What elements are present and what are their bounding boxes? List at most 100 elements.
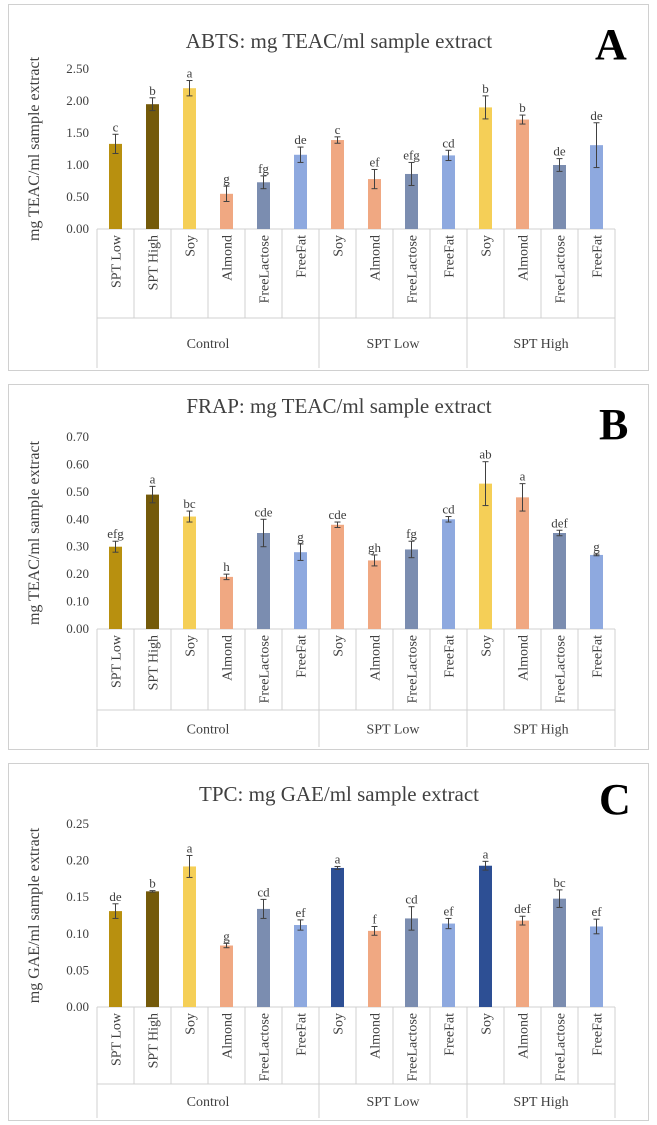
bar (294, 925, 307, 1007)
bar (553, 898, 566, 1007)
panel-label-a: A (595, 20, 627, 69)
y-tick-label: 1.50 (66, 125, 89, 140)
bar (368, 560, 381, 629)
category-label: Soy (184, 235, 199, 257)
bar (405, 918, 418, 1007)
category-label: Soy (332, 635, 347, 657)
significance-letter: bc (183, 496, 196, 511)
chart-title: ABTS: mg TEAC/ml sample extract (186, 29, 493, 53)
significance-letter: g (297, 529, 304, 544)
bar (183, 88, 196, 229)
y-tick-label: 0.00 (66, 999, 89, 1014)
y-tick-label: 0.10 (66, 594, 89, 609)
category-label: Almond (517, 635, 532, 681)
category-label: FreeFat (443, 635, 458, 678)
bar (220, 945, 233, 1007)
y-tick-label: 2.50 (66, 61, 89, 76)
significance-letter: h (223, 559, 230, 574)
bar (220, 193, 233, 229)
category-label: Almond (221, 635, 236, 681)
chart-panel-abts: ABTS: mg TEAC/ml sample extract mg TEAC/m… (8, 4, 649, 371)
significance-letter: ef (443, 903, 454, 918)
category-label: Almond (221, 1013, 236, 1059)
bar (109, 546, 122, 629)
significance-letter: cde (328, 507, 346, 522)
significance-letter: de (590, 108, 603, 123)
category-label: Soy (184, 635, 199, 657)
significance-letter: efg (107, 526, 124, 541)
chart-svg: FRAP: mg TEAC/ml sample extract mg TEAC/m… (26, 394, 616, 747)
group-label: Control (187, 723, 230, 738)
y-tick-label: 0.60 (66, 456, 89, 471)
bar (368, 179, 381, 229)
significance-letter: gh (368, 540, 382, 555)
category-label: FreeFat (295, 635, 310, 678)
significance-letter: b (482, 81, 489, 96)
y-axis-label: mg TEAC/ml sample extract (26, 56, 43, 241)
bar (331, 867, 344, 1007)
y-tick-label: 0.50 (66, 189, 89, 204)
significance-letter: ef (591, 904, 602, 919)
chart-svg: ABTS: mg TEAC/ml sample extract mg TEAC/m… (26, 29, 616, 368)
panel-label-b: B (599, 400, 629, 449)
group-label: SPT Low (366, 1095, 420, 1110)
bar (405, 549, 418, 629)
bar (146, 494, 159, 629)
significance-letter: c (113, 119, 119, 134)
bar (146, 104, 159, 229)
bar (553, 165, 566, 229)
significance-letter: cd (405, 892, 418, 907)
category-label: Almond (369, 235, 384, 281)
significance-letter: ef (295, 905, 306, 920)
significance-letter: fg (258, 161, 269, 176)
bar (183, 866, 196, 1007)
group-label: SPT High (513, 1095, 568, 1110)
group-label: SPT High (513, 723, 568, 738)
significance-letter: cde (254, 504, 272, 519)
significance-letter: f (372, 911, 377, 926)
bar (294, 154, 307, 229)
category-label: Almond (369, 1013, 384, 1059)
group-label: SPT Low (366, 337, 420, 352)
category-label: Soy (184, 1013, 199, 1035)
category-label: FreeFat (591, 635, 606, 678)
bar (479, 483, 492, 629)
group-label: SPT Low (366, 723, 420, 738)
significance-letter: g (593, 539, 600, 554)
category-label: FreeLactose (258, 1013, 273, 1081)
significance-letter: fg (406, 526, 417, 541)
bar (109, 143, 122, 229)
significance-letter: efg (403, 147, 420, 162)
significance-letter: a (335, 851, 341, 866)
bar (331, 140, 344, 229)
bar (442, 923, 455, 1007)
significance-letter: de (553, 144, 566, 159)
y-tick-label: 0.70 (66, 429, 89, 444)
category-label: FreeFat (295, 1013, 310, 1056)
category-label: SPT High (147, 1013, 162, 1068)
y-tick-label: 0.00 (66, 621, 89, 636)
significance-letter: a (187, 840, 193, 855)
category-label: Soy (332, 1013, 347, 1035)
bar (368, 930, 381, 1007)
y-tick-label: 0.05 (66, 962, 89, 977)
group-label: Control (187, 337, 230, 352)
bar (331, 524, 344, 629)
category-label: FreeLactose (258, 635, 273, 703)
bar (442, 155, 455, 229)
significance-letter: a (520, 469, 526, 484)
category-label: FreeLactose (406, 635, 421, 703)
category-label: Soy (480, 1013, 495, 1035)
category-label: FreeLactose (554, 1013, 569, 1081)
significance-letter: g (223, 928, 230, 943)
bar (146, 891, 159, 1007)
category-label: FreeFat (591, 235, 606, 278)
category-label: Soy (332, 235, 347, 257)
significance-letter: ef (369, 154, 380, 169)
category-label: FreeLactose (406, 1013, 421, 1081)
chart-panel-tpc: TPC: mg GAE/ml sample extract mg GAE/ml s… (8, 763, 649, 1121)
category-label: Soy (480, 635, 495, 657)
category-label: FreeLactose (406, 235, 421, 303)
category-label: FreeFat (295, 235, 310, 278)
y-tick-label: 0.20 (66, 566, 89, 581)
